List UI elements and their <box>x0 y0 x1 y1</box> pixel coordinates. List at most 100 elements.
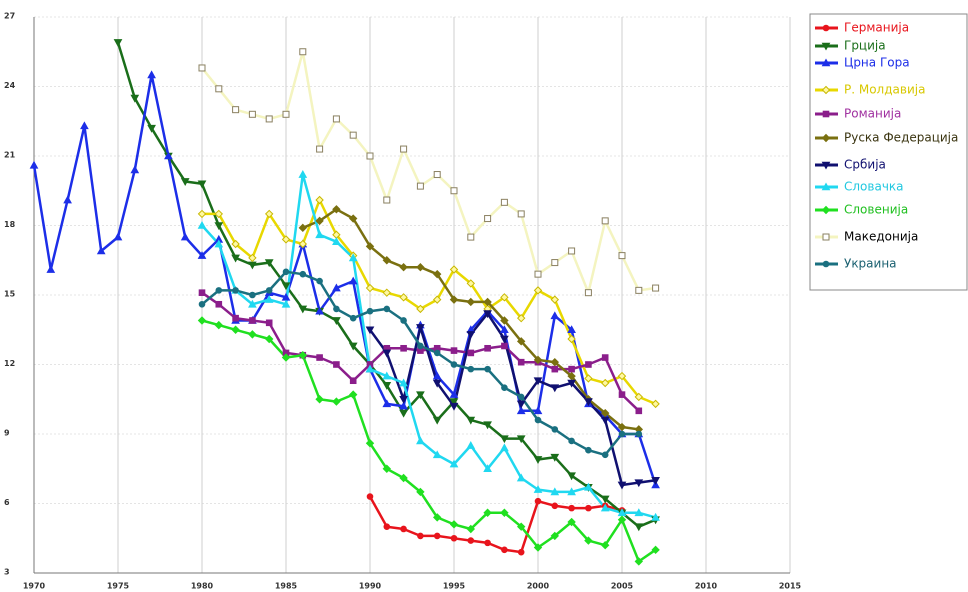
point <box>467 233 475 241</box>
point <box>516 473 526 482</box>
y-tick-label: 3 <box>4 568 10 577</box>
series-line <box>202 198 657 406</box>
point <box>382 256 392 265</box>
point <box>416 487 425 497</box>
point <box>568 504 575 512</box>
point <box>567 325 576 334</box>
point <box>466 441 476 449</box>
point <box>466 297 476 307</box>
point <box>80 121 89 130</box>
point <box>400 344 407 352</box>
y-tick-label: 9 <box>4 429 10 438</box>
point <box>821 161 831 170</box>
point <box>316 277 323 285</box>
legend-box <box>809 13 968 291</box>
point <box>550 487 560 496</box>
point <box>651 545 660 555</box>
point <box>416 324 425 332</box>
point <box>332 237 341 246</box>
point <box>484 539 491 547</box>
point <box>467 365 475 373</box>
point <box>316 354 323 361</box>
point <box>567 517 576 527</box>
point <box>332 283 341 292</box>
point <box>584 536 593 545</box>
legend-label: Црна Гора <box>844 56 910 70</box>
y-tick-label: 21 <box>4 151 16 160</box>
point <box>197 220 207 229</box>
point <box>400 525 407 533</box>
point <box>349 377 357 385</box>
point <box>534 497 542 505</box>
point <box>332 397 341 406</box>
x-tick-label: 2015 <box>779 582 802 591</box>
point <box>265 287 273 294</box>
point <box>821 42 831 51</box>
point <box>500 198 508 206</box>
point <box>232 314 239 322</box>
y-tick-label: 18 <box>4 220 16 229</box>
point <box>450 361 458 368</box>
point <box>483 508 492 517</box>
point <box>550 453 560 462</box>
point <box>500 435 509 444</box>
point <box>585 361 592 368</box>
point <box>416 304 425 314</box>
point <box>551 365 559 373</box>
point <box>484 365 491 373</box>
point <box>433 349 441 357</box>
y-tick-label: 27 <box>4 12 15 21</box>
point <box>366 307 374 315</box>
point <box>130 165 140 174</box>
point <box>635 430 643 438</box>
point <box>652 284 660 292</box>
point <box>534 270 542 278</box>
point <box>533 286 543 295</box>
x-tick-label: 1985 <box>275 582 298 591</box>
point <box>567 371 576 381</box>
point <box>264 209 274 219</box>
point <box>533 355 543 365</box>
point <box>299 270 307 278</box>
point <box>516 337 526 346</box>
point <box>449 398 459 407</box>
point <box>265 319 273 327</box>
point <box>332 115 340 123</box>
point <box>399 395 408 404</box>
legend-label: Руска Федерација <box>844 131 958 145</box>
point <box>568 247 576 255</box>
legend-label: Украина <box>844 257 897 271</box>
point <box>198 300 206 308</box>
point <box>533 485 543 493</box>
point <box>349 131 357 139</box>
point <box>365 439 375 448</box>
point <box>214 222 224 231</box>
legend-label: Србија <box>844 158 886 172</box>
point <box>551 426 559 433</box>
point <box>634 392 644 402</box>
point <box>248 330 257 339</box>
point <box>332 317 341 326</box>
point <box>249 317 256 324</box>
point <box>533 543 543 552</box>
point <box>466 416 476 425</box>
point <box>400 317 407 324</box>
point <box>282 268 290 276</box>
point <box>821 182 831 191</box>
point <box>501 546 508 554</box>
point <box>197 251 207 259</box>
point <box>333 361 340 368</box>
point <box>483 310 492 319</box>
series-line <box>201 173 656 519</box>
point <box>348 276 358 285</box>
point <box>584 482 593 491</box>
point <box>214 239 224 248</box>
point <box>517 393 525 401</box>
point <box>534 416 542 424</box>
point <box>450 534 458 542</box>
point <box>600 416 610 425</box>
legend-label: Грција <box>844 39 886 53</box>
point <box>821 205 831 215</box>
point <box>550 311 560 320</box>
